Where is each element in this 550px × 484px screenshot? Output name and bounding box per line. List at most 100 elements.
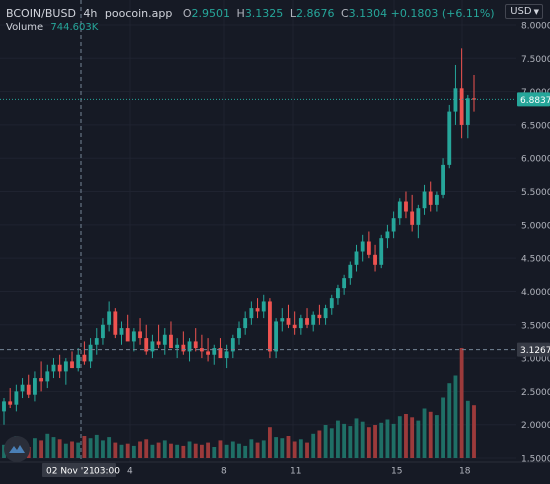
volume-key: Volume: [6, 22, 44, 33]
open-key: O: [182, 7, 192, 20]
volume-bar: [391, 423, 396, 458]
candle-body: [280, 318, 285, 322]
candle-body: [255, 308, 260, 312]
volume-bar: [404, 414, 408, 458]
close-key: C: [340, 7, 349, 20]
volume-bar: [243, 445, 248, 458]
volume-bar: [255, 442, 260, 458]
candle-body: [298, 318, 303, 329]
volume-bar: [224, 444, 229, 458]
volume-bar: [311, 433, 316, 458]
time-axis-label: 15: [391, 467, 402, 477]
volume-bar: [82, 436, 87, 458]
candle-body: [119, 328, 124, 335]
low-key: L: [289, 7, 296, 20]
candle-body: [459, 88, 464, 125]
candle-body: [156, 341, 161, 345]
last-price-label: 6.8837: [520, 96, 550, 106]
volume-bar: [57, 439, 62, 458]
volume-bar: [274, 437, 279, 458]
volume-bar: [45, 433, 50, 458]
volume-bar: [51, 437, 56, 458]
candle-body: [373, 254, 377, 265]
candle-body: [144, 338, 149, 352]
source-label: poocoin.app: [104, 7, 173, 20]
volume-bar: [379, 422, 384, 458]
candle-body: [63, 361, 68, 372]
candle-body: [465, 98, 470, 125]
candle-body: [305, 318, 309, 325]
volume-bar: [472, 405, 476, 458]
candle-body: [243, 318, 248, 329]
volume-bar: [101, 440, 105, 458]
volume-value: 744.603K: [50, 22, 99, 33]
candle-body: [434, 194, 439, 205]
price-axis-label: 4.5000: [521, 255, 550, 265]
time-axis-label: 8: [221, 467, 227, 477]
price-axis-label: 7.5000: [521, 55, 550, 65]
candle-body: [94, 338, 99, 345]
time-axis-label: 18: [459, 467, 471, 477]
candle-body: [410, 211, 415, 225]
candle-body: [292, 324, 297, 329]
volume-bar: [329, 428, 334, 458]
price-axis-label: 3.0000: [521, 355, 550, 365]
volume-bar: [336, 420, 340, 458]
candle-body: [366, 241, 371, 255]
volume-bar: [181, 445, 186, 458]
candle-body: [274, 321, 279, 352]
volume-bar: [162, 440, 167, 458]
tradingview-logo-icon[interactable]: [4, 436, 30, 462]
candle-body: [107, 311, 112, 325]
candle-body: [447, 111, 452, 165]
price-axis-label: 5.5000: [521, 188, 550, 198]
candle-body: [416, 208, 421, 225]
volume-legend: Volume 744.603K: [6, 22, 98, 33]
volume-bar: [70, 441, 74, 458]
candle-body: [391, 218, 396, 232]
candle-body: [70, 361, 74, 369]
candle-body: [336, 288, 340, 299]
volume-bar: [230, 441, 235, 458]
candle-body: [360, 241, 365, 252]
symbol-name[interactable]: BCOIN/BUSD: [6, 7, 76, 20]
price-axis-label: 6.5000: [521, 121, 550, 131]
candle-body: [354, 251, 359, 265]
time-axis-label: 11: [290, 467, 301, 477]
candle-body: [8, 401, 13, 405]
candle-body: [286, 318, 291, 325]
volume-bar: [261, 440, 266, 458]
volume-bar: [125, 443, 130, 458]
symbol-legend: BCOIN/BUSD 4h poocoin.app O2.9501 H3.132…: [6, 6, 495, 22]
candle-body: [45, 371, 50, 382]
candle-body: [261, 301, 266, 312]
price-axis-label: 1.5000: [521, 455, 550, 465]
volume-bar: [428, 411, 433, 458]
volume-bar: [33, 438, 37, 458]
volume-bar: [187, 441, 192, 458]
candle-body: [404, 201, 408, 212]
volume-bar: [441, 397, 445, 458]
candle-body: [57, 364, 62, 372]
currency-selector[interactable]: USD ▼: [505, 4, 543, 19]
volume-bar: [63, 443, 68, 458]
volume-bar: [298, 439, 303, 458]
volume-bar: [218, 440, 223, 458]
candle-body: [26, 384, 31, 395]
volume-bar: [342, 423, 347, 458]
candle-body: [428, 191, 433, 205]
candle-body: [193, 341, 198, 349]
interval-label[interactable]: 4h: [83, 7, 98, 20]
volume-bar: [138, 441, 142, 458]
volume-bar: [292, 441, 297, 458]
high-key: H: [236, 7, 245, 20]
volume-bar: [286, 436, 291, 458]
crosshair-time-tag: [42, 463, 116, 477]
volume-bar: [144, 439, 149, 458]
volume-bar: [88, 438, 93, 458]
candle-body: [422, 191, 427, 209]
volume-bar: [76, 442, 81, 458]
candle-body: [169, 334, 173, 349]
